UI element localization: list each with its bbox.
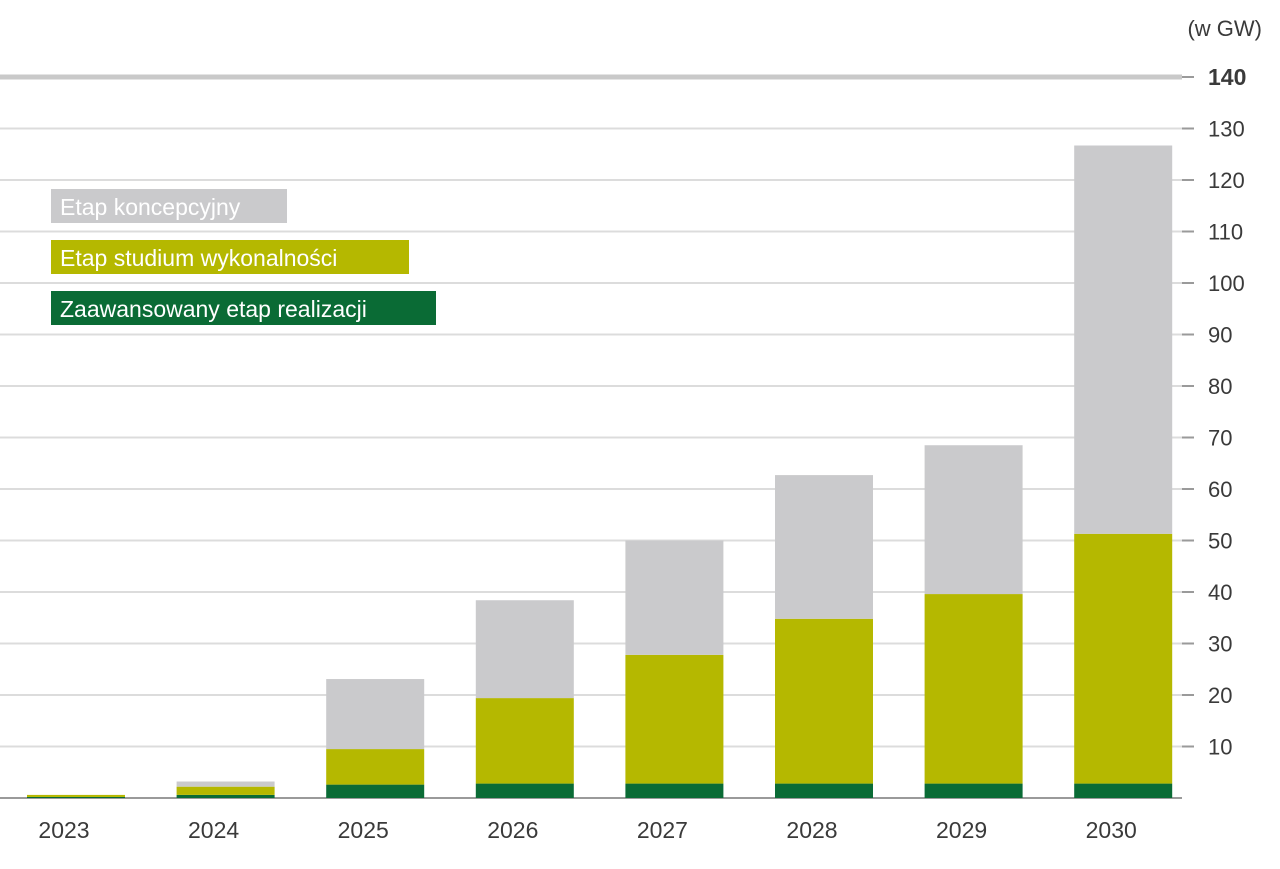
bar-segment — [1074, 783, 1173, 798]
bar-segment — [924, 594, 1023, 784]
x-tick-label: 2028 — [786, 817, 837, 843]
y-axis-unit-label: (w GW) — [1187, 16, 1262, 41]
bar-segment — [775, 475, 873, 619]
x-tick-label: 2023 — [38, 817, 89, 843]
bar-segment — [475, 698, 574, 784]
bar-segment — [326, 749, 425, 785]
x-tick-label: 2029 — [936, 817, 987, 843]
bar-segment — [1074, 533, 1173, 784]
x-tick-label: 2030 — [1086, 817, 1137, 843]
legend-item: Zaawansowany etap realizacji — [51, 291, 436, 325]
x-tick-label: 2026 — [487, 817, 538, 843]
bar-segment — [625, 783, 724, 798]
y-tick-label: 80 — [1208, 374, 1232, 399]
legend-swatch — [51, 291, 436, 325]
legend-label: Etap studium wykonalności — [60, 245, 337, 271]
legend-item: Etap studium wykonalności — [51, 240, 409, 274]
grid-layer — [0, 74, 1182, 799]
y-tick-label: 130 — [1208, 117, 1245, 142]
y-tick-label: 120 — [1208, 168, 1245, 193]
bar-segment — [326, 784, 425, 798]
bar-segment — [924, 783, 1023, 798]
y-tick-label: 110 — [1208, 220, 1243, 245]
bar-segment — [176, 794, 275, 798]
bar-segment — [625, 540, 724, 655]
bar-segment — [625, 654, 724, 784]
legend-swatch — [51, 189, 287, 223]
x-tick-label: 2027 — [637, 817, 688, 843]
legend-label: Zaawansowany etap realizacji — [60, 296, 367, 322]
x-tick-label: 2025 — [338, 817, 389, 843]
bar-segment — [475, 783, 574, 798]
bar-segment — [1074, 145, 1173, 534]
y-tick-label: 140 — [1208, 64, 1246, 90]
bar-segment — [475, 600, 574, 699]
y-tick-label: 20 — [1208, 683, 1232, 708]
bar-segment — [27, 794, 125, 797]
y-tick-label: 70 — [1208, 426, 1232, 451]
bar-segment — [176, 786, 275, 795]
bars-layer — [27, 145, 1173, 798]
y-tick-label: 50 — [1208, 529, 1232, 554]
legend-label: Etap koncepcyjny — [60, 194, 241, 220]
y-tick-label: 40 — [1208, 580, 1232, 605]
x-tick-label: 2024 — [188, 817, 239, 843]
legend: Etap koncepcyjny Etap studium wykonalnośc… — [51, 189, 436, 325]
y-tick-label: 100 — [1208, 271, 1245, 296]
legend-swatch — [51, 240, 409, 274]
axis-layer: (w GW) 102030405060708090100110120130140… — [38, 16, 1262, 843]
y-tick-label: 90 — [1208, 323, 1232, 348]
y-tick-label: 60 — [1208, 477, 1232, 502]
bar-segment — [775, 783, 873, 798]
y-tick-label: 10 — [1208, 735, 1232, 760]
bar-segment — [326, 679, 425, 750]
bar-segment — [775, 618, 873, 784]
legend-item: Etap koncepcyjny — [51, 189, 287, 223]
y-tick-label: 30 — [1208, 632, 1232, 657]
bar-segment — [924, 445, 1023, 595]
bar-segment — [27, 796, 125, 798]
bar-segment — [176, 781, 275, 787]
